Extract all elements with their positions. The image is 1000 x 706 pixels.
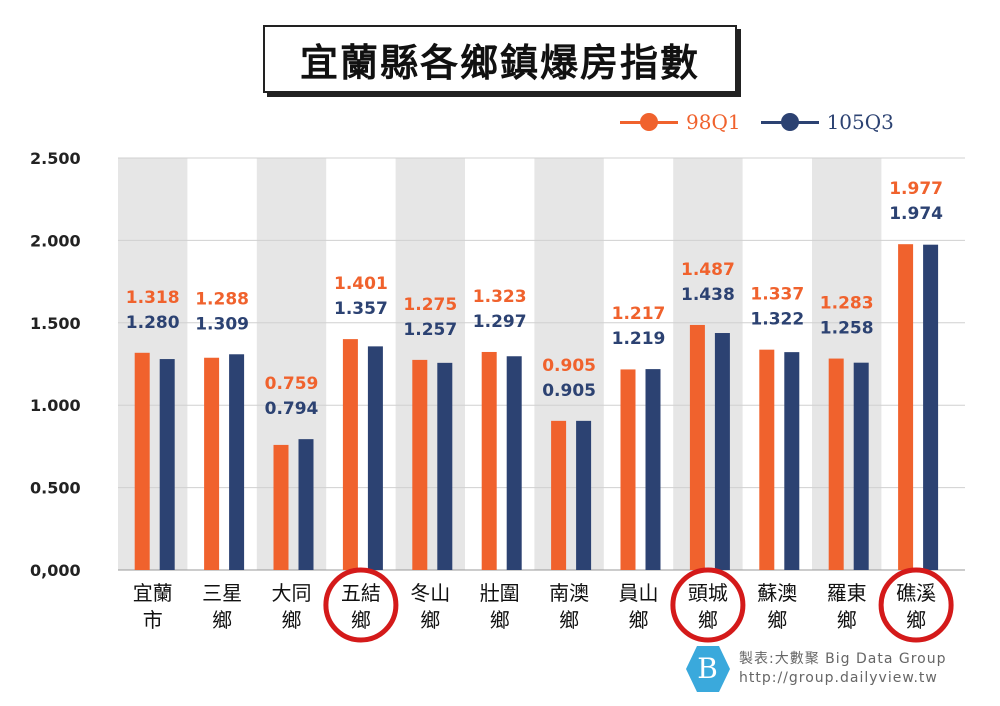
footer: B 製表:大數聚 Big Data Group http://group.dail…	[685, 644, 947, 694]
bar-98Q1	[342, 339, 358, 570]
bar-98Q1	[273, 444, 289, 570]
bar-105Q3	[229, 354, 245, 570]
data-label: 1.288	[195, 289, 249, 309]
bar-98Q1	[551, 420, 567, 570]
x-tick-label: 蘇澳鄉	[757, 581, 798, 632]
data-label: 0.794	[265, 399, 319, 419]
data-label: 0.905	[542, 356, 596, 376]
data-label: 1.318	[126, 288, 180, 308]
data-label: 1.322	[750, 310, 804, 330]
legend-label: 105Q3	[826, 110, 894, 134]
bar-105Q3	[298, 439, 314, 570]
category-band	[534, 158, 604, 570]
legend-item-98q1: 98Q1	[620, 110, 741, 134]
bar-105Q3	[853, 362, 869, 570]
data-label: 1.357	[334, 299, 388, 319]
legend-label: 98Q1	[686, 110, 741, 134]
legend: 98Q1 105Q3	[620, 110, 894, 134]
y-tick-label: 1.000	[30, 396, 81, 415]
x-tick-label: 員山鄉	[618, 581, 659, 632]
bar-98Q1	[620, 369, 636, 570]
bar-105Q3	[645, 369, 661, 570]
bar-98Q1	[134, 352, 150, 570]
data-label: 1.217	[612, 304, 666, 324]
x-tick-label: 羅東鄉	[826, 581, 867, 632]
x-tick-label: 宜蘭市	[132, 581, 173, 632]
data-label: 1.438	[681, 285, 735, 305]
bar-98Q1	[412, 359, 428, 570]
y-tick-label: 0,000	[30, 561, 81, 580]
legend-marker-icon	[620, 112, 678, 131]
bar-105Q3	[506, 356, 522, 570]
data-label: 1.323	[473, 287, 527, 307]
category-band	[395, 158, 465, 570]
x-tick-label: 壯圍鄉	[479, 581, 520, 632]
category-band	[812, 158, 882, 570]
y-tick-label: 2.000	[30, 231, 81, 250]
footer-credit: 製表:大數聚 Big Data Group	[739, 651, 947, 667]
highlight-circle	[670, 567, 746, 643]
data-label: 1.280	[126, 313, 180, 333]
x-tick-label: 三星鄉	[202, 581, 243, 632]
bar-105Q3	[437, 362, 453, 570]
footer-url: http://group.dailyview.tw	[739, 670, 938, 686]
x-tick-label: 大同鄉	[271, 581, 312, 632]
data-label: 1.258	[820, 319, 874, 339]
data-label: 1.257	[403, 320, 457, 340]
data-label: 1.309	[195, 314, 249, 334]
data-label: 1.283	[820, 294, 874, 314]
bar-105Q3	[159, 359, 175, 570]
bar-98Q1	[828, 358, 844, 570]
data-label: 0.905	[542, 381, 596, 401]
bar-105Q3	[714, 333, 730, 570]
bar-98Q1	[204, 357, 220, 570]
data-label: 1.974	[889, 204, 943, 224]
x-tick-label: 南澳鄉	[549, 581, 590, 632]
category-band	[256, 158, 327, 570]
x-tick-label-highlighted: 礁溪鄉	[896, 581, 937, 632]
bar-105Q3	[923, 244, 939, 570]
category-band	[673, 158, 743, 570]
data-label: 1.275	[403, 295, 457, 315]
bar-98Q1	[898, 244, 914, 570]
svg-text:B: B	[697, 652, 719, 685]
data-label: 1.487	[681, 260, 735, 280]
data-label: 1.977	[889, 179, 943, 199]
data-label: 1.297	[473, 312, 527, 332]
y-tick-label: 1.500	[30, 314, 81, 333]
legend-item-105q3: 105Q3	[760, 110, 894, 134]
x-tick-label-highlighted: 頭城鄉	[687, 581, 728, 632]
bar-98Q1	[689, 324, 705, 570]
bar-98Q1	[481, 351, 497, 570]
bar-105Q3	[576, 420, 592, 570]
x-tick-label: 冬山鄉	[410, 581, 451, 632]
bar-105Q3	[784, 352, 800, 570]
bar-98Q1	[759, 349, 775, 570]
y-tick-label: 0.500	[30, 479, 81, 498]
data-label: 1.337	[750, 285, 804, 305]
data-label: 1.219	[612, 329, 666, 349]
category-band	[118, 158, 188, 570]
big-data-logo-icon: B	[686, 646, 730, 692]
x-tick-label-highlighted: 五結鄉	[340, 581, 381, 632]
highlight-circle	[878, 567, 954, 643]
y-tick-label: 2.500	[30, 149, 81, 168]
legend-marker-icon	[760, 112, 819, 131]
highlight-circle	[323, 567, 399, 643]
data-label: 0.759	[265, 374, 319, 394]
data-label: 1.401	[334, 274, 388, 294]
bar-105Q3	[367, 346, 383, 570]
chart-title: 宜蘭縣各鄉鎮爆房指數	[263, 25, 737, 93]
